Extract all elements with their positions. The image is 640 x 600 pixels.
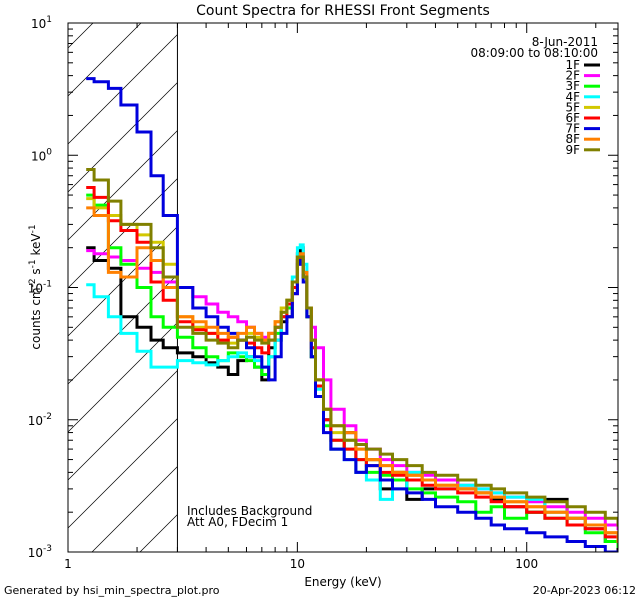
hatch-line [68, 418, 178, 529]
y-tick-label: 100 [31, 147, 52, 163]
y-tick-label: 10-2 [28, 412, 52, 428]
legend-label-9f: 9F [565, 143, 580, 157]
legend-label-1f: 1F [565, 58, 580, 72]
y-tick-label: 10-3 [28, 544, 52, 560]
legend-label-2f: 2F [565, 69, 580, 83]
series-line-8f [86, 206, 618, 543]
y-tick-label: 101 [31, 15, 52, 31]
time-range-label: 08:09:00 to 08:10:00 [471, 46, 598, 60]
legend-label-7f: 7F [565, 122, 580, 136]
x-tick-label: 100 [515, 557, 538, 571]
series-line-7f [86, 77, 618, 552]
annotation-attenuator: Att A0, FDecim 1 [187, 515, 288, 529]
y-tick-exponent: -2 [43, 412, 52, 422]
y-tick-exponent: -1 [43, 280, 52, 290]
legend-label-6f: 6F [565, 111, 580, 125]
y-tick-exponent: 0 [46, 147, 52, 157]
timestamp-label: 20-Apr-2023 06:12 [533, 584, 636, 597]
series-line-3f [86, 193, 618, 548]
y-tick-base: 10 [31, 149, 46, 163]
hatch-line [68, 178, 178, 289]
hatch-line [68, 322, 178, 433]
y-tick-label: 10-1 [28, 280, 52, 296]
y-tick-exponent: -3 [43, 544, 52, 554]
hatch-line [68, 274, 178, 385]
y-tick-exponent: 1 [46, 15, 52, 25]
x-tick-label: 1 [64, 557, 72, 571]
legend-label-3f: 3F [565, 79, 580, 93]
x-axis-label: Energy (keV) [304, 575, 381, 589]
date-label: 8-Jun-2011 [532, 35, 598, 49]
hatch-line [68, 34, 178, 145]
hatch-line [68, 370, 178, 481]
series-line-6f [86, 186, 618, 543]
y-tick-base: 10 [28, 414, 43, 428]
series-line-5f [86, 197, 618, 543]
hatch-line [68, 23, 142, 97]
generated-by-label: Generated by hsi_min_spectra_plot.pro [4, 584, 220, 597]
y-tick-base: 10 [31, 17, 46, 31]
legend-label-8f: 8F [565, 132, 580, 146]
legend-label-4f: 4F [565, 90, 580, 104]
series-line-9f [86, 168, 618, 527]
hatch-line [68, 82, 178, 193]
y-tick-base: 10 [28, 282, 43, 296]
y-tick-base: 10 [28, 546, 43, 560]
y-axis-label: counts cm-2 s-1 keV-1 [28, 224, 43, 349]
annotation-background: Includes Background [187, 504, 312, 518]
legend-label-5f: 5F [565, 100, 580, 114]
hatch-line [68, 23, 94, 49]
chart-title: Count Spectra for RHESSI Front Segments [196, 3, 490, 19]
x-tick-label: 10 [290, 557, 305, 571]
series-layer [86, 77, 618, 552]
series-line-2f [86, 249, 618, 531]
